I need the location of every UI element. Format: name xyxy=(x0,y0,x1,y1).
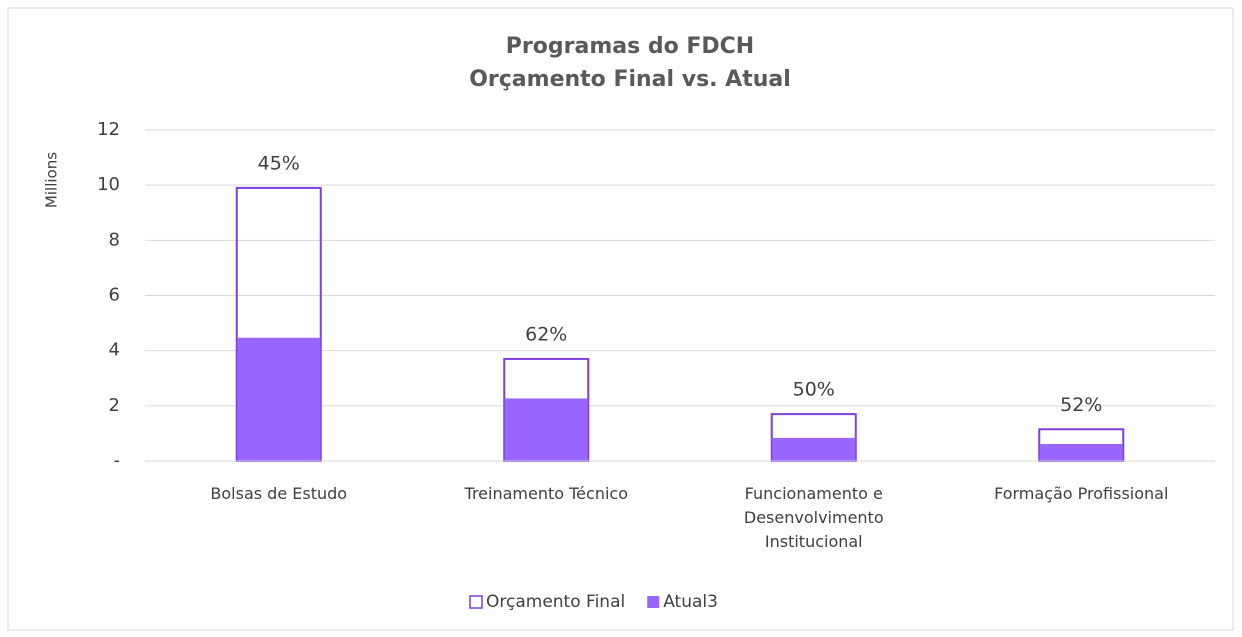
legend-label: Orçamento Final xyxy=(486,592,625,612)
annotation: 50% xyxy=(793,379,835,401)
x-tick-label: Bolsas de Estudo xyxy=(210,484,348,503)
bar xyxy=(237,337,321,462)
y-tick-label: 2 xyxy=(109,395,120,416)
annotation: 45% xyxy=(258,152,300,174)
x-tick-label: Treinamento Técnico xyxy=(464,484,628,503)
y-tick-label: 10 xyxy=(97,174,120,195)
y-axis-label: Millions xyxy=(43,152,61,208)
y-tick-label: - xyxy=(114,450,121,471)
bar xyxy=(772,437,856,462)
legend-swatch xyxy=(469,595,483,609)
legend-swatch xyxy=(647,596,660,608)
y-tick-label: 6 xyxy=(109,285,120,306)
y-tick-label: 4 xyxy=(109,340,120,361)
bar xyxy=(1039,443,1123,462)
x-tick-label: Formação Profissional xyxy=(994,484,1169,503)
x-tick-label: Funcionamento e Desenvolvimento Instituc… xyxy=(743,484,884,551)
chart-border xyxy=(7,7,1234,631)
bar xyxy=(504,398,588,462)
annotation: 62% xyxy=(525,323,567,345)
chart-title: Orçamento Final vs. Atual xyxy=(469,67,791,92)
chart-title: Programas do FDCH xyxy=(506,34,754,59)
annotation: 52% xyxy=(1060,394,1102,416)
legend-label: Atual3 xyxy=(663,592,718,612)
y-tick-label: 8 xyxy=(109,229,120,250)
y-tick-label: 12 xyxy=(97,119,120,140)
